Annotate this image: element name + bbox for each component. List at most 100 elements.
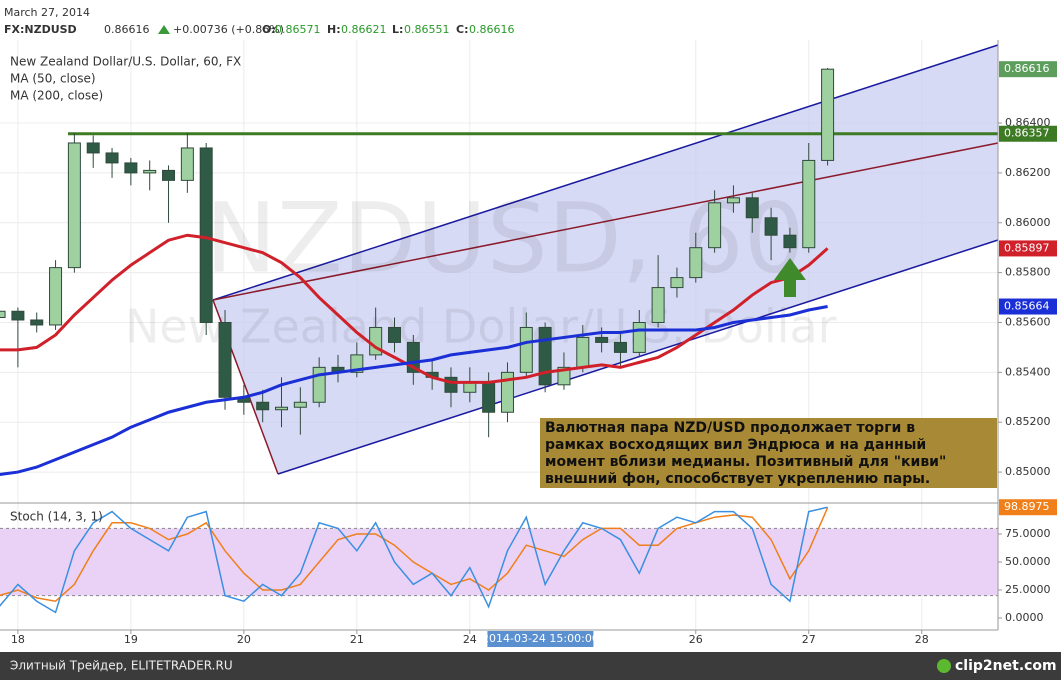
price-tag: [999, 61, 1057, 78]
price-tag: [999, 125, 1057, 142]
candle-body: [11, 310, 25, 321]
footer: [0, 652, 1061, 680]
price-tag: [999, 240, 1057, 257]
candle-body: [180, 147, 194, 181]
stoch-band: [0, 528, 998, 596]
close-value: 0.86616: [469, 23, 515, 36]
open-label: O:: [262, 23, 276, 36]
stoch-line: [0, 506, 828, 614]
candle-body: [482, 381, 496, 413]
x-tick-label: 19: [124, 633, 138, 646]
y-tick-label: 0.85200: [1005, 415, 1051, 428]
candle-body: [595, 336, 609, 343]
candle-body: [218, 321, 232, 398]
date: March 27, 2014: [4, 6, 90, 19]
footer-left: Элитный Трейдер, ELITETRADER.RU: [10, 659, 233, 673]
price-tag-label: 98.8975: [1004, 500, 1050, 513]
candle-body: [199, 147, 213, 323]
crosshair-time-label: 2014-03-24 15:00:00: [482, 632, 599, 645]
candle-body: [821, 68, 835, 161]
annotation-line: рамках восходящих вил Эндрюса и на данны…: [545, 437, 926, 453]
candle-body: [519, 326, 533, 373]
y-tick-label: 0.85400: [1005, 365, 1051, 378]
candle-body: [256, 401, 270, 411]
x-tick-label: 20: [237, 633, 251, 646]
high-label: H:: [327, 23, 341, 36]
candle-body: [651, 287, 665, 323]
x-tick-label: 18: [11, 633, 25, 646]
watermark-symbol: NZDUSD, 60: [205, 182, 805, 294]
up-arrow: [774, 258, 806, 297]
x-tick-label: 26: [689, 633, 703, 646]
low-label: L:: [392, 23, 403, 36]
annotation-line: внешний фон, способствует укреплению пар…: [545, 471, 930, 487]
close-label: C:: [456, 23, 468, 36]
y-tick-label: 50.0000: [1005, 555, 1051, 568]
candle-body: [444, 376, 458, 393]
candle-body: [86, 142, 100, 154]
y-tick-label: 0.85600: [1005, 315, 1051, 328]
legend-entry: MA (200, close): [10, 89, 103, 103]
candle-body: [49, 267, 63, 326]
open-value: 0.86571: [275, 23, 321, 36]
candle-body: [312, 366, 326, 403]
candle-body: [802, 159, 816, 249]
x-tick-label: 24: [463, 633, 477, 646]
pitchfork-median: [212, 142, 999, 301]
candle-body: [293, 401, 307, 408]
pitchfork-upper: [212, 44, 999, 301]
candle-body: [708, 202, 722, 249]
candle-body: [30, 319, 44, 326]
pitchfork-lower: [277, 239, 999, 475]
annotation-line: момент вблизи медианы. Позитивный для "к…: [545, 454, 946, 470]
clip2net-icon: [937, 659, 951, 673]
candle-body: [124, 162, 138, 174]
legend-entry: MA (50, close): [10, 72, 96, 86]
candle-body: [67, 142, 81, 269]
crosshair-time-box: [487, 631, 594, 647]
candle-body: [387, 326, 401, 343]
candle-body: [613, 341, 627, 353]
x-tick-label: 21: [350, 633, 364, 646]
price-tag: [999, 298, 1057, 315]
x-tick-label: 28: [915, 633, 929, 646]
symbol: FX:NZDUSD: [4, 23, 77, 36]
candle-body: [143, 169, 157, 174]
high-value: 0.86621: [341, 23, 387, 36]
y-tick-label: 25.0000: [1005, 583, 1051, 596]
candle-body: [726, 197, 740, 204]
price-tag-label: 0.86357: [1004, 127, 1050, 140]
candle-body: [670, 277, 684, 289]
candle-body: [162, 169, 176, 181]
low-value: 0.86551: [404, 23, 450, 36]
candle-body: [576, 336, 590, 368]
candle-body: [632, 321, 646, 353]
watermark-name: New Zealand Dollar/U.S. Dollar: [125, 300, 837, 354]
y-tick-label: 0.86000: [1005, 216, 1051, 229]
plot: [0, 67, 998, 614]
candle-body: [105, 152, 119, 164]
up-triangle: [158, 25, 170, 34]
candle-body: [275, 406, 289, 411]
moving-average: [0, 305, 828, 476]
footer-right: clip2net.com: [955, 658, 1057, 674]
y-tick-label: 0.86200: [1005, 166, 1051, 179]
annotation-box: [540, 418, 997, 488]
candle-body: [764, 217, 778, 236]
candle-body: [500, 371, 514, 413]
x-tick-label: 27: [802, 633, 816, 646]
y-tick-label: 0.85000: [1005, 465, 1051, 478]
price-tag-label: 0.85897: [1004, 241, 1050, 254]
main-title: New Zealand Dollar/U.S. Dollar, 60, FX: [10, 55, 241, 69]
candle-body: [538, 326, 552, 386]
stoch-line: [0, 507, 829, 603]
last-price: 0.86616: [104, 23, 150, 36]
stoch-title: Stoch (14, 3, 1): [10, 510, 103, 524]
change: +0.00736 (+0.86%): [173, 23, 284, 36]
price-tag-label: 0.85664: [1004, 300, 1050, 313]
annotation-line: Валютная пара NZD/USD продолжает торги в: [545, 420, 915, 436]
candle-body: [689, 247, 703, 279]
candle-body: [0, 310, 6, 318]
y-tick-label: 75.0000: [1005, 527, 1051, 540]
